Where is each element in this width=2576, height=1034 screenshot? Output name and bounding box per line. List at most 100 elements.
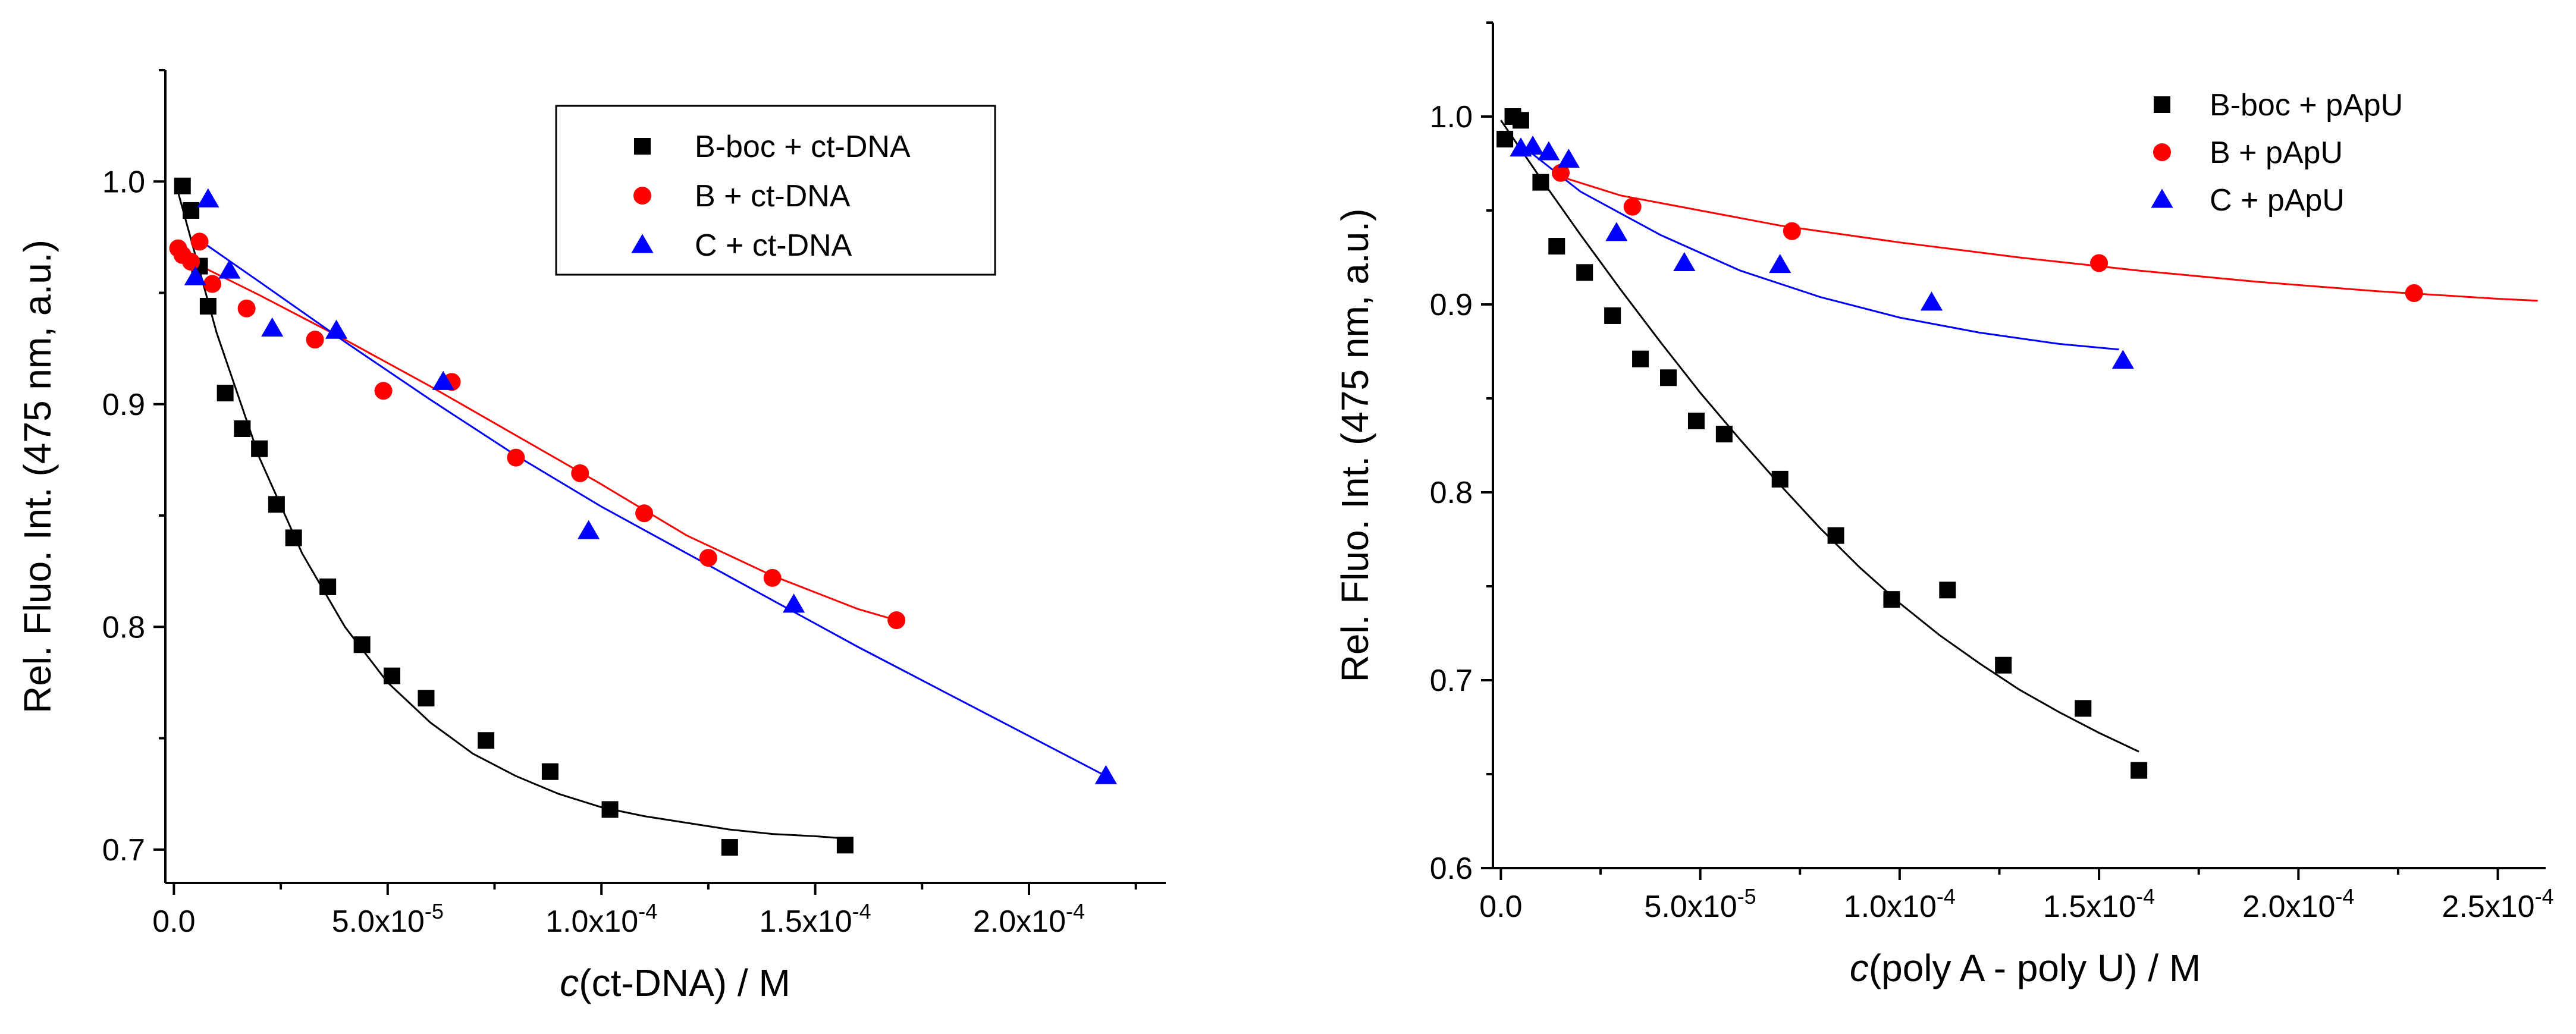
legend-marker: [633, 187, 651, 205]
x-tick-label: 0.0: [152, 904, 195, 939]
x-tick-label: 1.0x10-4: [1844, 884, 1956, 924]
chart-panel-1: 0.0 5.0x10-5 1.0x10-4 1.5x10-4 2.0x10-4 0.7 0.…: [16, 69, 1166, 1004]
data-point-series-1: [383, 667, 400, 684]
data-point-series-1: [541, 763, 559, 780]
data-point-series-2: [306, 331, 324, 349]
legend-marker: [631, 234, 654, 253]
data-point-series-2: [1551, 164, 1570, 182]
y-tick-label: 0.8: [102, 610, 145, 645]
data-point-series-2: [203, 275, 222, 293]
data-point-series-1: [174, 177, 191, 194]
x-tick-label: 2.0x10-4: [973, 899, 1085, 939]
x-tick-label: 0.0: [1479, 890, 1522, 924]
data-point-series-3: [197, 188, 219, 208]
data-point-series-1: [353, 636, 371, 653]
legend-label: C + ct-DNA: [695, 228, 852, 263]
data-point-series-1: [1995, 656, 2012, 674]
fit-line-series-2: [173, 252, 897, 621]
data-point-series-1: [1827, 527, 1844, 544]
data-point-series-1: [217, 385, 234, 402]
data-point-series-3: [218, 259, 241, 279]
y-axis-title: Rel. Fluo. Int. (475 nm, a.u.): [1334, 209, 1376, 683]
y-axis-title: Rel. Fluo. Int. (475 nm, a.u.): [16, 240, 59, 714]
data-point-series-3: [1557, 149, 1580, 168]
data-point-series-1: [1715, 426, 1733, 443]
data-point-series-1: [2075, 700, 2092, 717]
x-tick-label: 5.0x10-5: [332, 899, 444, 939]
data-point-series-1: [418, 690, 435, 707]
data-point-series-1: [721, 839, 738, 856]
data-point-series-1: [268, 496, 285, 513]
legend-label: B-boc + pApU: [2210, 88, 2403, 122]
legend-box: [555, 105, 996, 276]
data-point-series-2: [182, 253, 200, 271]
data-point-series-3: [2111, 350, 2134, 369]
legend: B-boc + ct-DNA B + ct-DNA C + ct-DNA: [555, 105, 996, 276]
data-point-series-1: [1771, 470, 1789, 488]
data-point-series-2: [887, 611, 906, 630]
fit-line-series-3: [1520, 144, 2119, 351]
data-point-series-2: [2090, 254, 2109, 272]
y-tick-label: 0.8: [1430, 476, 1473, 510]
data-point-series-3: [184, 266, 206, 285]
x-axis-title: c(ct-DNA) / M: [560, 961, 790, 1004]
data-point-series-2: [190, 232, 209, 251]
data-point-series-1: [251, 440, 268, 457]
y-tick-label: 0.9: [102, 388, 145, 422]
x-tick-label: 2.5x10-4: [2442, 884, 2553, 924]
x-tick-label: 5.0x10-5: [1645, 884, 1756, 924]
legend-label: B-boc + ct-DNA: [695, 130, 911, 164]
data-point-series-1: [1660, 369, 1677, 386]
data-point-series-2: [237, 299, 256, 318]
data-point-series-1: [1512, 112, 1529, 129]
y-tick-label: 1.0: [1430, 100, 1473, 134]
data-point-series-3: [578, 520, 600, 539]
data-point-series-3: [1538, 141, 1560, 161]
data-point-series-2: [507, 448, 525, 467]
fit-line-series-1: [1500, 120, 2139, 753]
data-point-series-3: [783, 593, 805, 613]
data-point-series-3: [1521, 135, 1544, 155]
data-point-series-1: [478, 732, 495, 749]
data-point-series-3: [1920, 291, 1943, 311]
x-tick-label: 1.0x10-4: [545, 899, 657, 939]
data-point-series-2: [2405, 284, 2423, 303]
data-point-series-1: [1532, 174, 1549, 191]
data-point-series-2: [1783, 222, 1801, 240]
data-point-series-1: [183, 202, 200, 219]
x-axis-title: c(poly A - poly U) / M: [1850, 947, 2201, 989]
data-point-series-1: [234, 420, 251, 437]
data-point-series-1: [1632, 350, 1649, 367]
data-point-series-1: [319, 578, 337, 595]
data-point-series-1: [601, 801, 619, 818]
data-point-series-1: [2131, 762, 2148, 779]
legend-label: B + pApU: [2210, 136, 2343, 170]
data-point-series-3: [1605, 222, 1628, 241]
data-point-series-2: [635, 504, 654, 523]
data-point-series-2: [374, 382, 393, 400]
y-tick-label: 0.7: [1430, 664, 1473, 698]
legend-label: B + ct-DNA: [695, 179, 851, 213]
y-tick-label: 0.9: [1430, 288, 1473, 322]
data-point-series-1: [836, 837, 854, 854]
legend-marker: [634, 138, 651, 155]
legend-marker: [2153, 143, 2171, 161]
data-point-series-1: [1576, 264, 1593, 281]
data-point-series-1: [1883, 591, 1900, 608]
data-point-series-1: [285, 529, 302, 546]
legend-marker: [2151, 188, 2173, 208]
data-point-series-3: [1673, 252, 1696, 271]
x-tick-label: 1.5x10-4: [760, 899, 871, 939]
y-tick-label: 0.7: [102, 833, 145, 868]
data-point-series-2: [1623, 197, 1642, 216]
data-point-series-3: [1769, 254, 1791, 274]
data-point-series-2: [571, 464, 589, 482]
data-point-series-1: [1604, 307, 1621, 324]
fit-line-series-1: [177, 192, 846, 840]
data-point-series-3: [325, 319, 348, 339]
data-point-series-1: [1939, 582, 1956, 599]
data-point-series-2: [699, 549, 717, 567]
data-point-series-1: [1687, 412, 1705, 429]
legend-label: C + pApU: [2210, 183, 2345, 218]
